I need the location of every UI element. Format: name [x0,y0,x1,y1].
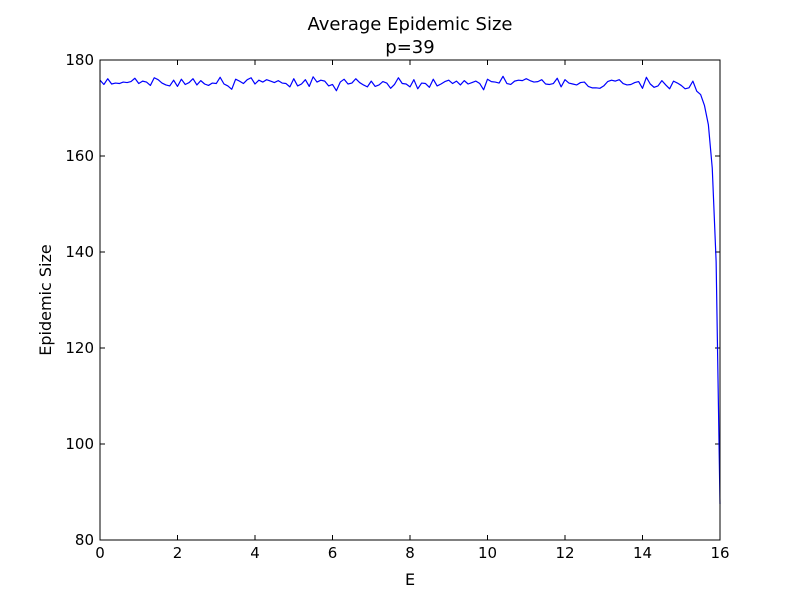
x-axis-label: E [405,570,415,589]
series-layer [99,75,721,505]
plot-frame [99,59,721,541]
x-tick-label: 2 [173,544,183,562]
x-tick-label: 12 [555,544,574,562]
x-tick-label: 6 [328,544,338,562]
plot-area [100,60,720,540]
axis-tick-labels: 0 2 4 6 8 10 12 14 16 80 100 120 140 160 180 [65,51,729,562]
y-tick-label: 180 [65,51,94,69]
chart-title: Average Epidemic Size [307,14,512,35]
y-tick-label: 160 [65,147,94,165]
series-line [99,75,721,505]
y-tick-label: 120 [65,339,94,357]
x-tick-label: 0 [95,544,105,562]
y-tick-label: 140 [65,243,94,261]
chart-subtitle: p=39 [385,37,434,58]
x-tick-label: 10 [478,544,497,562]
x-tick-label: 14 [633,544,652,562]
y-tick-label: 80 [75,531,94,549]
x-tick-label: 4 [250,544,260,562]
y-axis-label: Epidemic Size [36,244,55,355]
x-tick-label: 16 [710,544,729,562]
y-tick-label: 100 [65,435,94,453]
x-tick-label: 8 [405,544,415,562]
